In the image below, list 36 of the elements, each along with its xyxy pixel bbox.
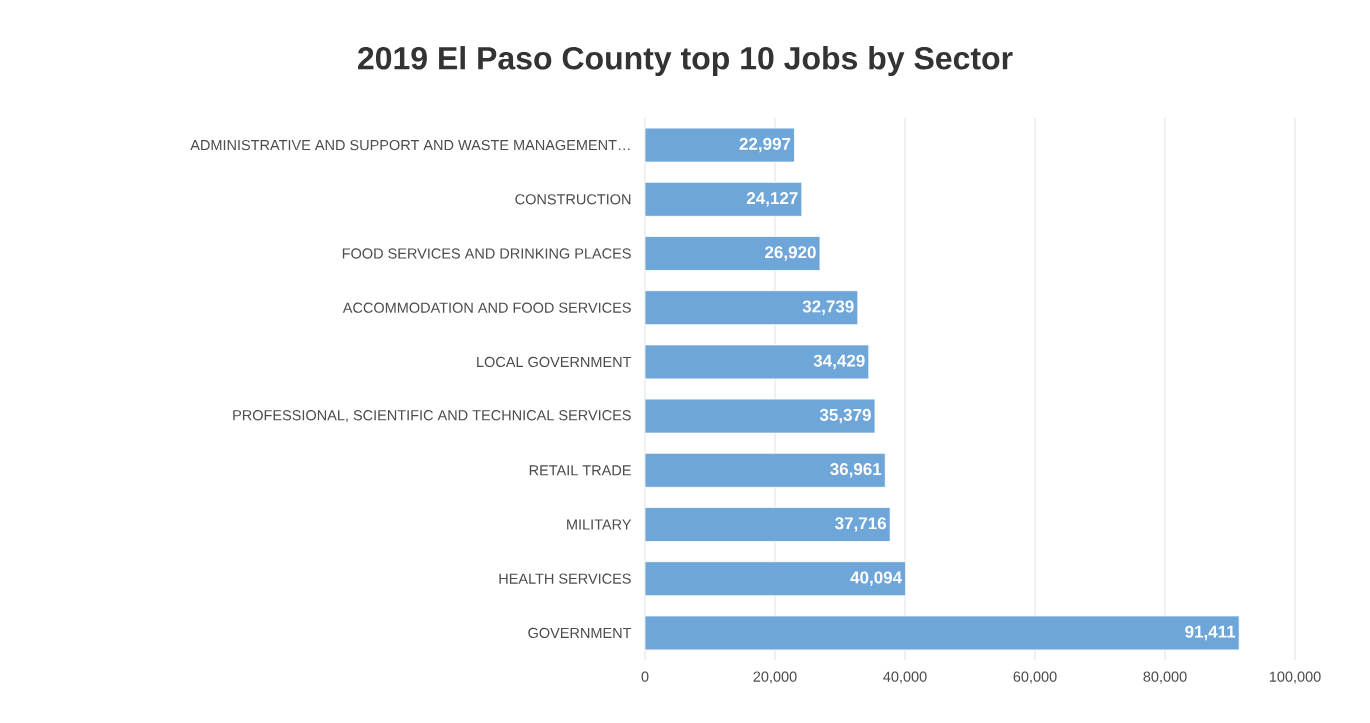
y-tick-label: FOOD SERVICES AND DRINKING PLACES xyxy=(342,248,631,259)
x-tick-label: 20,000 xyxy=(753,671,797,684)
y-tick-label: GOVERNMENT xyxy=(528,627,632,639)
x-tick-label: 0 xyxy=(641,671,649,682)
data-label: 26,920 xyxy=(765,246,816,261)
x-tick-label: 40,000 xyxy=(883,671,927,684)
bar xyxy=(645,507,891,542)
bar xyxy=(645,615,1240,651)
y-tick-label: PROFESSIONAL, SCIENTIFIC AND TECHNICAL SERVICES xyxy=(233,410,631,423)
bar xyxy=(645,398,876,434)
data-label: 40,094 xyxy=(850,571,902,586)
y-tick-label: HEALTH SERVICES xyxy=(499,573,631,584)
y-tick-label: RETAIL TRADE xyxy=(529,465,631,476)
x-tick-label: 100,000 xyxy=(1269,671,1321,684)
bar xyxy=(645,452,886,488)
y-tick-label: MILITARY xyxy=(567,519,632,530)
bar xyxy=(645,290,859,326)
data-label: 36,961 xyxy=(830,463,882,478)
bar xyxy=(645,236,821,271)
data-label: 24,127 xyxy=(746,192,798,207)
data-label: 34,429 xyxy=(813,354,865,370)
chart-title: 2019 El Paso County top 10 Jobs by Sector xyxy=(358,46,1013,76)
bar xyxy=(645,181,803,217)
data-label: 35,379 xyxy=(819,408,871,424)
x-tick-label: 60,000 xyxy=(1013,671,1057,684)
bar xyxy=(645,561,907,597)
data-label: 32,739 xyxy=(802,300,854,315)
y-tick-label: ADMINISTRATIVE AND SUPPORT AND WASTE MANAGEMENT… xyxy=(190,139,630,151)
y-tick-label: LOCAL GOVERNMENT xyxy=(477,356,632,368)
y-tick-label: ACCOMMODATION AND FOOD SERVICES xyxy=(342,302,631,313)
bar xyxy=(645,344,870,380)
y-tick-label: CONSTRUCTION xyxy=(515,194,631,205)
data-label: 37,716 xyxy=(835,517,887,532)
data-label: 91,411 xyxy=(1185,625,1236,641)
x-tick-label: 80,000 xyxy=(1143,671,1187,684)
data-label: 22,997 xyxy=(739,137,791,153)
